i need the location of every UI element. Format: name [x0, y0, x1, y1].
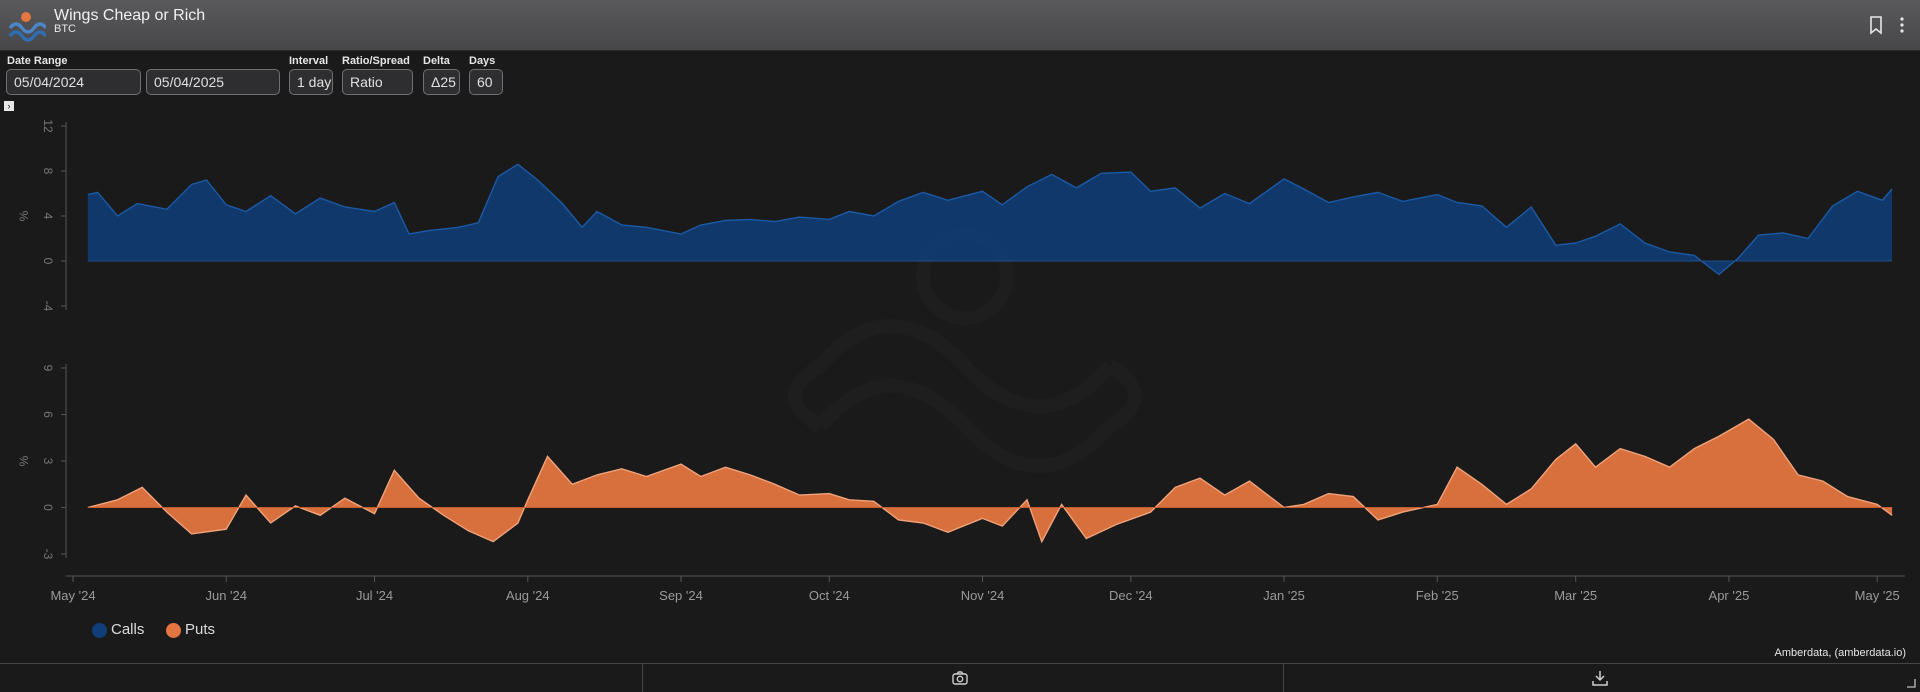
legend-calls-marker[interactable]: [92, 623, 107, 638]
days-select[interactable]: 60: [469, 69, 503, 95]
footer-toolbar: [0, 663, 1920, 692]
legend-calls[interactable]: Calls: [111, 621, 145, 638]
x-tick-label: Feb '25: [1416, 588, 1459, 603]
calls-ytick-label: 0: [41, 258, 55, 265]
puts-ytick-label: 9: [41, 365, 55, 372]
page-title: Wings Cheap or Rich: [54, 7, 206, 24]
panel-header: Wings Cheap or Rich BTC: [0, 0, 1920, 51]
footer-divider: [1283, 664, 1284, 692]
credit-text: Amberdata, (amberdata.io): [1774, 647, 1906, 659]
puts-ytick-label: -3: [41, 549, 55, 560]
more-vertical-icon[interactable]: [1892, 14, 1912, 36]
wings-chart: 12 8 4 0 -4% 9 6 3 0 -3% May '24 Jun '24 Jul '24 Aug …: [17, 119, 1905, 603]
calls-ytick-label: 8: [41, 168, 55, 175]
calls-area[interactable]: [87, 164, 1893, 275]
x-tick-label: May '25: [1855, 588, 1900, 603]
x-tick-label: Aug '24: [506, 588, 550, 603]
x-tick-label: Jan '25: [1263, 588, 1305, 603]
date-range-label: Date Range: [7, 55, 68, 67]
controls-bar: Date Range 05/04/2024 05/04/2025 Interva…: [0, 54, 1920, 102]
x-tick-label: May '24: [50, 588, 95, 603]
puts-ytick-label: 0: [41, 504, 55, 511]
ratio-label: Ratio/Spread: [342, 55, 410, 67]
puts-ytick-label: 6: [41, 411, 55, 418]
x-tick-label: Dec '24: [1109, 588, 1153, 603]
calls-ytick-label: -4: [41, 301, 55, 312]
calls-ytick-label: 4: [41, 213, 55, 220]
bookmark-icon[interactable]: [1866, 14, 1886, 36]
legend-puts-marker[interactable]: [166, 623, 181, 638]
camera-icon[interactable]: [951, 669, 969, 687]
interval-label: Interval: [289, 55, 329, 67]
days-label: Days: [469, 55, 496, 67]
ratio-select[interactable]: Ratio: [342, 69, 413, 95]
resize-handle-icon[interactable]: [1906, 678, 1916, 688]
x-tick-label: Apr '25: [1709, 588, 1750, 603]
date-start-field[interactable]: 05/04/2024: [6, 69, 141, 95]
calls-ytick-label: 12: [41, 119, 55, 133]
interval-select[interactable]: 1 day: [289, 69, 333, 95]
calls-y-axis-label: %: [17, 210, 31, 221]
date-end-field[interactable]: 05/04/2025: [146, 69, 280, 95]
puts-y-axis-label: %: [17, 455, 31, 466]
puts-area[interactable]: [87, 419, 1893, 542]
puts-line: [87, 418, 1893, 544]
x-tick-label: Mar '25: [1554, 588, 1597, 603]
x-tick-label: Jul '24: [356, 588, 393, 603]
x-tick-label: Nov '24: [961, 588, 1005, 603]
amberdata-logo-icon: [8, 12, 46, 42]
legend-puts[interactable]: Puts: [185, 621, 216, 638]
expand-toggle-icon[interactable]: ›: [4, 101, 14, 111]
x-tick-label: Oct '24: [809, 588, 850, 603]
x-tick-label: Jun '24: [205, 588, 247, 603]
puts-ytick-label: 3: [41, 458, 55, 465]
watermark-logo-icon: [788, 227, 1142, 473]
download-icon[interactable]: [1591, 669, 1609, 687]
x-tick-label: Sep '24: [659, 588, 703, 603]
calls-line: [87, 163, 1893, 276]
page-subtitle: BTC: [54, 23, 76, 35]
delta-select[interactable]: Δ25: [423, 69, 460, 95]
footer-divider: [642, 664, 643, 692]
delta-label: Delta: [423, 55, 450, 67]
